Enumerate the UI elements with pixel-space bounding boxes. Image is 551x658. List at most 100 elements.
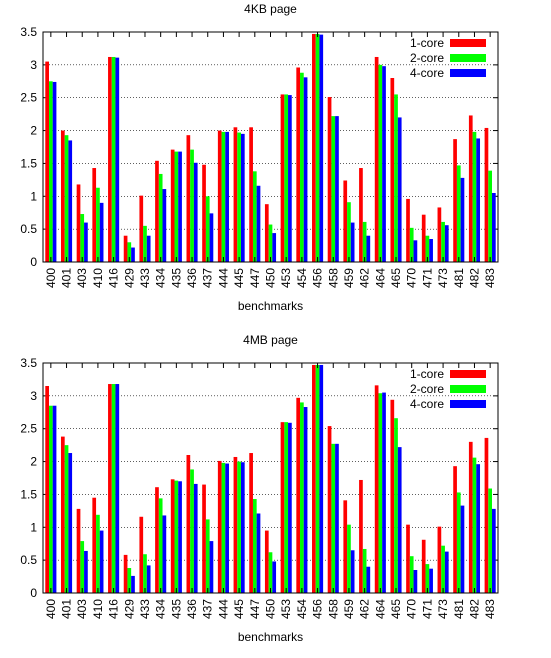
x-tick-label: 470 bbox=[405, 599, 419, 619]
bar-2-core-464 bbox=[378, 393, 383, 593]
y-tick-label: 1 bbox=[30, 189, 37, 203]
bar-1-core-436 bbox=[186, 135, 191, 262]
bar-1-core-471 bbox=[421, 214, 426, 262]
y-tick-label: 1.5 bbox=[20, 487, 37, 501]
bar-2-core-403 bbox=[80, 541, 85, 593]
y-tick-label: 2 bbox=[30, 455, 37, 469]
legend-swatch-1-core bbox=[450, 39, 486, 47]
legend-label-1-core: 1-core bbox=[410, 36, 444, 50]
bar-4-core-436 bbox=[193, 162, 198, 262]
bar-2-core-462 bbox=[362, 221, 367, 262]
bar-4-core-435 bbox=[178, 151, 182, 262]
bar-4-core-482 bbox=[476, 464, 481, 593]
bar-4-core-454 bbox=[303, 407, 308, 593]
x-tick-label: 465 bbox=[389, 599, 403, 619]
bar-4-core-470 bbox=[413, 570, 418, 593]
bar-2-core-471 bbox=[425, 564, 430, 593]
x-tick-label: 483 bbox=[483, 268, 497, 288]
bar-1-core-403 bbox=[76, 184, 81, 262]
bar-2-core-434 bbox=[158, 498, 163, 593]
bar-4-core-444 bbox=[225, 131, 229, 262]
bar-2-core-458 bbox=[331, 116, 336, 262]
y-tick-label: 3 bbox=[30, 389, 37, 403]
x-tick-label: 433 bbox=[138, 268, 152, 288]
bar-2-core-453 bbox=[284, 94, 289, 262]
y-tick-label: 1.5 bbox=[20, 156, 37, 170]
bar-2-core-429 bbox=[127, 568, 132, 593]
x-axis-label: benchmarks bbox=[238, 299, 303, 313]
x-tick-label: 435 bbox=[169, 268, 183, 288]
bar-4-core-403 bbox=[84, 222, 88, 262]
bar-2-core-433 bbox=[143, 554, 147, 593]
bar-1-core-459 bbox=[343, 180, 348, 262]
y-tick-label: 0 bbox=[30, 255, 37, 269]
bar-4-core-445 bbox=[240, 462, 245, 593]
bar-2-core-462 bbox=[362, 548, 367, 593]
x-tick-label: 400 bbox=[44, 599, 58, 619]
bar-4-core-459 bbox=[350, 550, 355, 593]
bar-4-core-456 bbox=[319, 364, 324, 593]
x-tick-label: 416 bbox=[107, 599, 121, 619]
x-tick-label: 434 bbox=[154, 268, 168, 288]
bar-1-core-435 bbox=[170, 479, 175, 593]
x-tick-label: 445 bbox=[232, 268, 246, 288]
x-tick-label: 482 bbox=[467, 268, 481, 288]
legend-swatch-1-core bbox=[450, 370, 486, 378]
x-tick-label: 453 bbox=[279, 599, 293, 619]
bar-4-core-462 bbox=[366, 566, 371, 593]
bar-1-core-429 bbox=[123, 235, 128, 262]
bar-1-core-464 bbox=[374, 385, 379, 593]
legend-label-4-core: 4-core bbox=[410, 397, 444, 411]
bar-2-core-436 bbox=[190, 469, 194, 593]
bar-1-core-400 bbox=[45, 61, 49, 263]
x-tick-label: 437 bbox=[201, 268, 215, 288]
bar-1-core-434 bbox=[155, 487, 159, 593]
y-tick-label: 0.5 bbox=[20, 222, 37, 236]
bar-2-core-435 bbox=[174, 480, 179, 593]
bar-4-core-447 bbox=[256, 513, 261, 593]
bar-4-core-401 bbox=[68, 453, 73, 593]
bar-2-core-447 bbox=[252, 171, 257, 262]
bar-1-core-465 bbox=[390, 399, 395, 593]
bar-2-core-482 bbox=[472, 457, 477, 593]
bar-1-core-462 bbox=[359, 168, 363, 262]
bar-2-core-401 bbox=[64, 445, 69, 593]
bar-4-core-410 bbox=[99, 530, 104, 593]
x-tick-label: 429 bbox=[122, 599, 136, 619]
x-tick-label: 482 bbox=[467, 599, 481, 619]
bar-4-core-437 bbox=[209, 213, 214, 262]
bar-1-core-445 bbox=[233, 456, 238, 593]
y-tick-label: 3.5 bbox=[20, 25, 37, 39]
x-tick-label: 465 bbox=[389, 268, 403, 288]
bar-2-core-416 bbox=[111, 56, 116, 262]
legend-label-2-core: 2-core bbox=[410, 51, 444, 65]
x-tick-label: 473 bbox=[436, 599, 450, 619]
bar-1-core-471 bbox=[421, 539, 426, 593]
bar-4-core-462 bbox=[366, 235, 371, 262]
bar-4-core-464 bbox=[382, 66, 386, 263]
bar-2-core-470 bbox=[409, 556, 414, 593]
bar-1-core-433 bbox=[139, 516, 144, 593]
x-axis-label: benchmarks bbox=[238, 630, 303, 644]
bar-1-core-482 bbox=[468, 115, 473, 262]
bar-1-core-435 bbox=[170, 149, 175, 262]
bar-1-core-437 bbox=[202, 164, 206, 262]
bar-2-core-429 bbox=[127, 242, 132, 262]
bar-2-core-416 bbox=[111, 384, 116, 593]
x-tick-label: 454 bbox=[295, 599, 309, 619]
bar-2-core-465 bbox=[394, 418, 398, 593]
bar-1-core-410 bbox=[92, 497, 97, 593]
bar-1-core-444 bbox=[217, 460, 222, 593]
bar-1-core-473 bbox=[437, 207, 442, 262]
legend-swatch-4-core bbox=[450, 400, 486, 408]
bar-2-core-482 bbox=[472, 131, 477, 262]
y-tick-label: 0.5 bbox=[20, 553, 37, 567]
bar-1-core-437 bbox=[202, 484, 206, 593]
bar-4-core-471 bbox=[429, 568, 433, 593]
bar-4-core-437 bbox=[209, 541, 214, 593]
y-tick-label: 2.5 bbox=[20, 422, 37, 436]
x-tick-label: 470 bbox=[405, 268, 419, 288]
chart-title: 4KB page bbox=[244, 2, 297, 16]
bar-2-core-473 bbox=[441, 545, 445, 593]
bar-2-core-445 bbox=[237, 461, 241, 593]
